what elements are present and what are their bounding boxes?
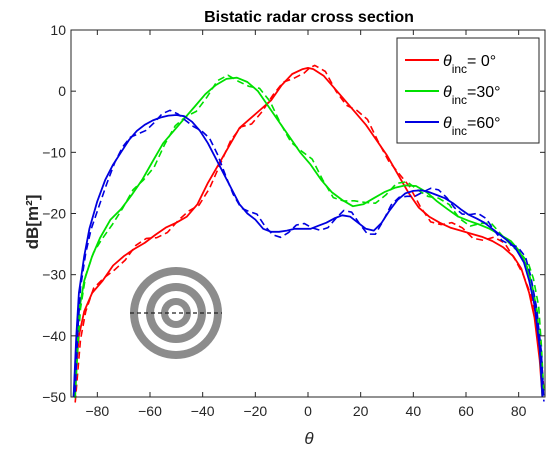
- chart-title: Bistatic radar cross section: [204, 9, 414, 26]
- series-line-dashed-2: [74, 109, 545, 402]
- y-tick-label: 10: [50, 22, 66, 38]
- x-tick-label: 0: [304, 403, 312, 419]
- y-tick-label: −20: [42, 206, 66, 222]
- legend: θinc= 0° θinc=30° θinc=60°: [396, 37, 540, 144]
- y-tick-label: −50: [42, 389, 66, 405]
- x-tick-label: 60: [458, 403, 474, 419]
- series-line-dashed-0: [74, 64, 545, 403]
- series-line-2: [72, 114, 544, 398]
- legend-label: θinc=60°: [443, 115, 501, 138]
- y-tick-label: −30: [42, 267, 66, 283]
- x-tick-label: −20: [243, 403, 267, 419]
- x-axis-label: θ: [304, 429, 314, 448]
- legend-label: θinc= 0°: [443, 53, 496, 76]
- x-tick-label: 80: [511, 403, 527, 419]
- y-tick-label: 0: [58, 83, 66, 99]
- x-tick-label: −40: [191, 403, 215, 419]
- x-tick-label: −60: [138, 403, 162, 419]
- y-tick-label: −40: [42, 328, 66, 344]
- series-line-0: [72, 67, 544, 398]
- target-icon: [130, 267, 222, 359]
- series-group: [72, 64, 545, 403]
- x-tick-label: −80: [85, 403, 109, 419]
- x-tick-label: 20: [353, 403, 369, 419]
- y-tick-label: −10: [42, 144, 66, 160]
- legend-label: θinc=30°: [443, 84, 501, 107]
- series-line-1: [72, 76, 544, 398]
- series-line-dashed-1: [74, 74, 545, 399]
- x-tick-label: 40: [406, 403, 422, 419]
- y-axis-label: dB[m²]: [23, 195, 42, 250]
